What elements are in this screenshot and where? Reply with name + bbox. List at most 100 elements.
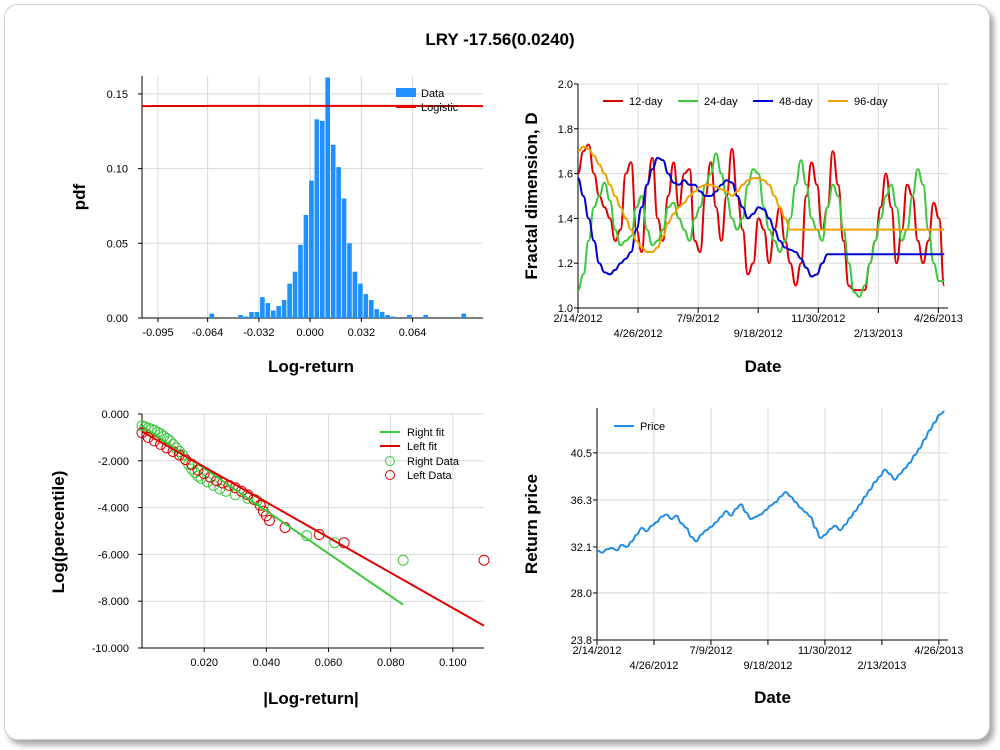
right-data-point <box>173 445 185 457</box>
series-line-96-day <box>577 145 945 253</box>
x-tick-label: 0.100 <box>439 657 467 669</box>
legend-label-96-day: 96-day <box>854 96 888 108</box>
legend-data-swatch <box>396 88 416 97</box>
y-axis-title: pdf <box>70 183 89 210</box>
series-line-48-day <box>577 156 945 278</box>
x-axis-title: Date <box>754 688 791 707</box>
histogram-bar <box>319 120 325 318</box>
y-tick-label: 1.4 <box>558 213 573 225</box>
x-tick-label: 4/26/2012 <box>629 660 678 672</box>
histogram-bar <box>341 198 347 318</box>
x-tick-label: 11/30/2012 <box>798 645 852 657</box>
x-tick-label: 0.020 <box>190 657 218 669</box>
legend-right-data-swatch <box>385 456 395 466</box>
right-data-point <box>329 537 341 549</box>
histogram-bar <box>209 313 215 318</box>
x-axis-title: Date <box>745 357 782 376</box>
y-tick-label: 0.00 <box>107 313 128 325</box>
y-tick-label: 1.8 <box>558 124 573 136</box>
right-data-point <box>397 554 409 566</box>
right-data-point <box>192 470 204 482</box>
histogram-bar <box>363 294 369 318</box>
histogram-bar <box>347 243 352 318</box>
x-tick-label: 9/18/2012 <box>743 660 792 672</box>
left-data-point <box>263 514 275 526</box>
histogram-bar <box>249 312 254 318</box>
y-tick-label: 0.000 <box>101 409 129 421</box>
histogram-bar <box>385 315 390 318</box>
y-tick-label: 40.5 <box>571 448 592 460</box>
histogram-bar <box>270 310 276 318</box>
histogram-bar <box>298 244 303 318</box>
x-tick-label: 4/26/2013 <box>914 313 963 325</box>
right-data-point <box>220 485 232 497</box>
y-tick-label: 1.2 <box>558 258 573 270</box>
chart-title: LRY -17.56(0.0240) <box>425 30 575 49</box>
x-tick-label: 2/13/2013 <box>854 328 903 340</box>
x-tick-label: 4/26/2012 <box>614 328 663 340</box>
histogram-bar <box>309 180 314 318</box>
legend-label-12-day: 12-day <box>629 96 663 108</box>
y-tick-label: -4.000 <box>98 503 129 515</box>
legend-left-data-swatch <box>385 470 395 480</box>
x-tick-label: 2/13/2013 <box>857 660 906 672</box>
series-line-price <box>596 410 945 554</box>
histogram-bar <box>303 214 309 318</box>
histogram-bar <box>325 77 331 318</box>
x-axis-title: |Log-return| <box>263 689 358 708</box>
histogram-bar <box>330 144 336 318</box>
histogram-bar <box>292 271 298 318</box>
histogram-bar <box>238 315 243 318</box>
x-tick-label: 0.064 <box>399 327 427 339</box>
x-tick-label: -0.064 <box>192 327 223 339</box>
y-tick-label: 28.0 <box>571 588 592 600</box>
y-tick-label: -2.000 <box>98 456 129 468</box>
return-price-panel: 23.8 28.0 32.1 36.3 40.5 2/14/2012 4/26/2012 7/… <box>522 408 963 707</box>
y-tick-label: 32.1 <box>571 542 592 554</box>
legend-label-price: Price <box>640 421 665 433</box>
histogram-bar <box>368 300 374 318</box>
histogram-bar <box>254 312 260 318</box>
right-data-point <box>186 463 198 475</box>
legend-label-48-day: 48-day <box>779 96 813 108</box>
histogram-bar <box>281 300 287 318</box>
histogram-bar <box>423 315 428 318</box>
x-tick-label: 9/18/2012 <box>734 328 783 340</box>
y-tick-label: -6.000 <box>98 549 129 561</box>
log-percentile-panel: 0.020 0.040 0.060 0.080 0.100 0.000 -2.000 -4.0… <box>49 409 490 708</box>
x-tick-label: 2/14/2012 <box>573 645 622 657</box>
histogram-bar <box>265 303 271 318</box>
y-tick-label: 1.0 <box>558 303 573 315</box>
x-tick-label: 7/9/2012 <box>677 313 720 325</box>
right-data-point <box>214 483 226 495</box>
y-tick-label: 0.05 <box>107 238 128 250</box>
series-line-12-day <box>577 143 946 292</box>
y-axis-title: Log(percentile) <box>49 471 68 594</box>
histogram-bar <box>390 316 396 318</box>
y-tick-label: -8.000 <box>98 596 129 608</box>
y-tick-label: 36.3 <box>571 495 592 507</box>
legend-label-24-day: 24-day <box>704 96 738 108</box>
histogram-bar <box>336 167 341 318</box>
y-tick-label: 23.8 <box>571 635 592 647</box>
legend-right-data-label: Right Data <box>407 456 460 468</box>
x-axis-title: Log-return <box>268 357 354 376</box>
right-fit-line <box>141 424 404 606</box>
histogram-bar <box>243 316 249 318</box>
legend-left-data-label: Left Data <box>407 470 453 482</box>
y-tick-label: 2.0 <box>558 79 573 91</box>
x-tick-label: 0.032 <box>348 327 376 339</box>
x-tick-label: 4/26/2013 <box>914 645 963 657</box>
histogram-bar <box>461 313 467 318</box>
histogram-bar <box>352 271 358 318</box>
legend-left-fit-label: Left fit <box>407 441 437 453</box>
histogram-bar <box>358 283 363 318</box>
x-tick-label: 0.060 <box>315 657 343 669</box>
right-data-point <box>189 467 201 478</box>
x-tick-label: 7/9/2012 <box>690 645 733 657</box>
y-tick-label: -10.000 <box>92 643 129 655</box>
x-tick-label: 2/14/2012 <box>554 313 603 325</box>
left-data-point <box>254 499 266 511</box>
y-tick-label: 0.10 <box>107 164 128 176</box>
